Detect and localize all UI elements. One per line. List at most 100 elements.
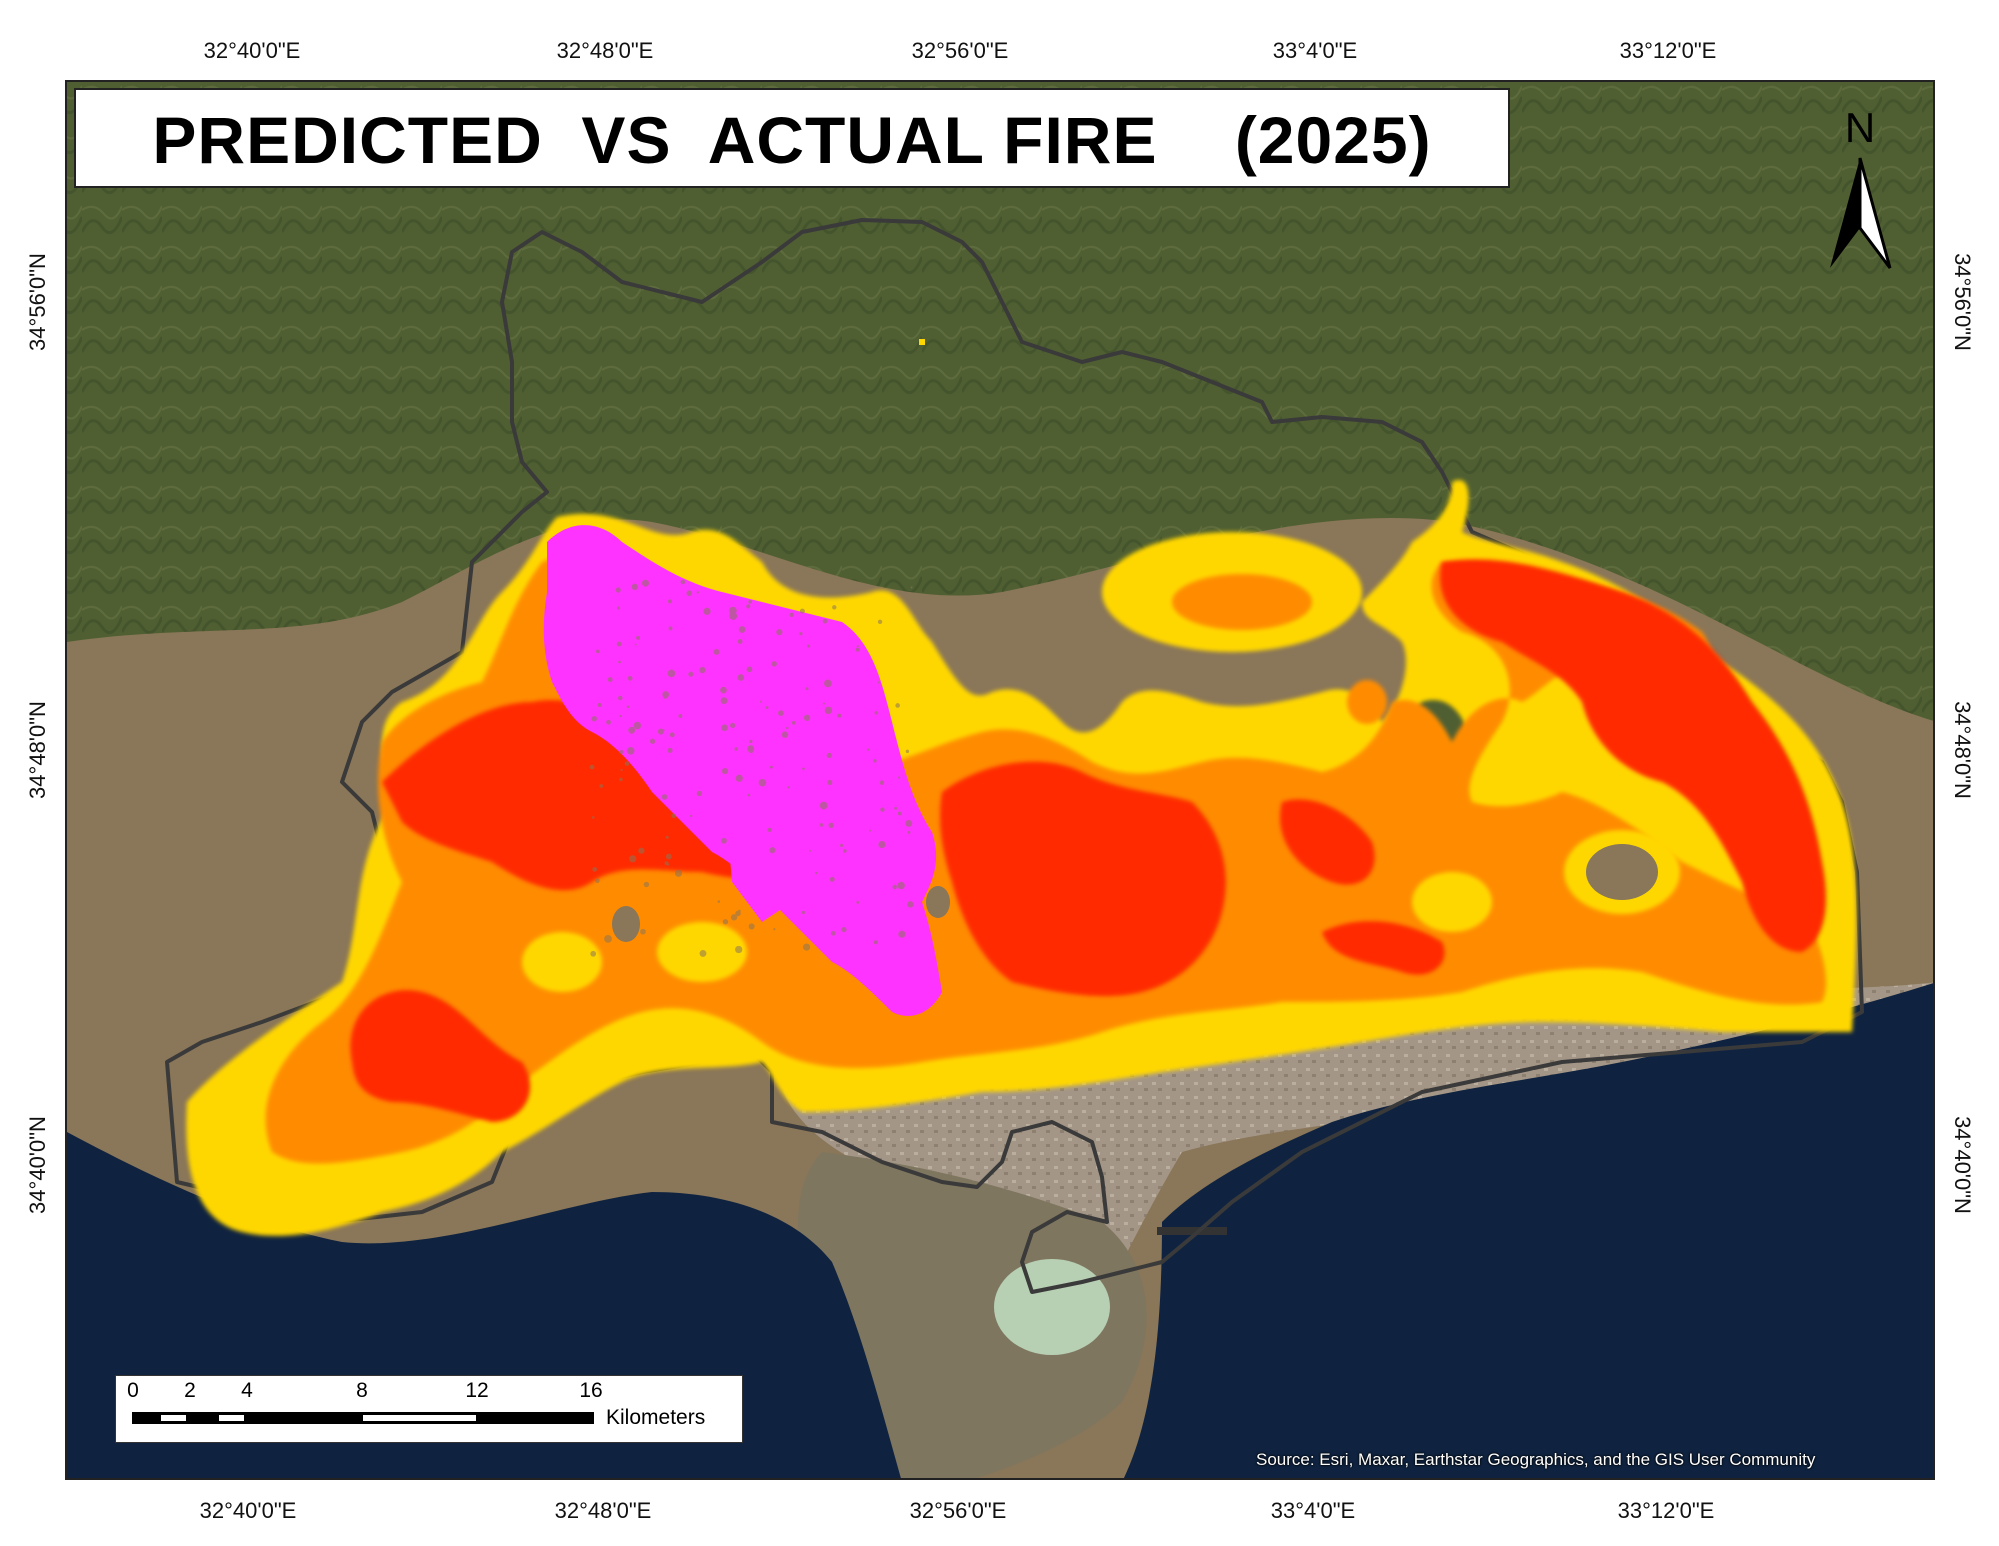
map-canvas[interactable] [67, 82, 1935, 1480]
scale-unit-label: Kilometers [606, 1406, 706, 1429]
fire-speckle-dot [592, 867, 598, 872]
fire-speckle-dot [897, 811, 902, 816]
fire-speckle-dot [787, 786, 790, 789]
fire-speckle-dot [824, 679, 832, 688]
fire-speckle-dot [667, 669, 676, 678]
lon-label-top-1: 32°40'0"E [203, 38, 301, 63]
fire-speckle-dot [717, 900, 721, 903]
actual-fire-speckle [589, 579, 914, 957]
actual-fire-perimeter [543, 525, 942, 1016]
fire-speckle-dot [720, 686, 727, 694]
fire-speckle-dot [809, 849, 812, 852]
fire-speckle-dot [618, 660, 621, 664]
lon-label-bottom-4: 33°4'0"E [1270, 1498, 1356, 1523]
fire-speckle-dot [668, 626, 673, 631]
fire-speckle-dot [617, 695, 623, 701]
fire-speckle-dot [615, 932, 620, 936]
fire-speckle-dot [877, 681, 880, 684]
fire-speckle-dot [735, 945, 743, 954]
fire-speckle-dot [619, 749, 624, 755]
fire-speckle-dot [880, 807, 885, 812]
fire-speckle-dot [894, 806, 898, 810]
fire-speckle-dot [674, 869, 683, 877]
fire-speckle-dot [856, 900, 860, 904]
fire-speckle-dot [626, 705, 630, 708]
fire-speckle-dot [867, 748, 870, 751]
fire-speckle-dot [589, 764, 595, 770]
basemap-mountain-marker [919, 339, 925, 345]
fire-speckle-dot [721, 724, 728, 732]
fire-speckle-dot [721, 767, 729, 775]
fire-speckle-dot [738, 626, 746, 633]
fire-speckle-dot [619, 714, 622, 718]
fire-speckle-dot [616, 641, 622, 647]
fire-speckle-dot [832, 605, 837, 610]
fire-speckle-dot [805, 687, 809, 691]
scale-tick-8: 8 [356, 1379, 368, 1402]
fire-speckle-dot [748, 599, 752, 604]
basemap-mountain-texture [67, 82, 1933, 721]
fire-speckle-dot [615, 587, 621, 593]
fire-speckle-dot [649, 738, 656, 744]
scale-bar-graphic [132, 1412, 594, 1424]
fire-speckle-dot [597, 702, 602, 708]
fire-speckle-dot [696, 790, 703, 797]
fire-speckle-dot [892, 884, 897, 890]
fire-speckle-dot [664, 861, 669, 866]
fire-speckle-dot [633, 721, 642, 730]
fire-speckle-dot [665, 853, 672, 860]
fire-speckle-dot [629, 855, 637, 863]
fire-speckle-dot [636, 635, 641, 640]
north-arrow-left-half [1830, 158, 1860, 268]
lat-label-left-1: 34°56'0"N [25, 253, 50, 351]
fire-speckle-dot [737, 674, 745, 681]
fire-speckle-dot [631, 583, 639, 591]
fire-speckle-dot [689, 814, 693, 818]
fire-speckle-dot [662, 729, 665, 732]
lat-label-left-2: 34°48'0"N [25, 701, 50, 799]
lat-label-right-3: 34°40'0"N [1950, 1116, 1975, 1214]
lat-label-right-2: 34°48'0"N [1950, 701, 1975, 799]
fire-speckle-dot [897, 881, 905, 890]
fire-speckle-dot [720, 837, 727, 844]
fire-speckle-dot [703, 607, 711, 615]
fire-speckle-dot [785, 726, 789, 730]
fire-speckle-dot [910, 586, 913, 589]
fire-speckle-dot [686, 590, 693, 597]
fire-speckle-dot [591, 816, 595, 819]
fire-speckle-dot [799, 632, 803, 636]
fire-speckle-dot [837, 713, 842, 718]
fire-speckle-dot [769, 847, 776, 854]
fire-speckle-dot [748, 747, 754, 754]
fire-speckle-dot [895, 703, 900, 708]
fire-speckle-dot [619, 777, 623, 782]
fire-speckle-dot [738, 909, 741, 913]
fire-speckle-dot [855, 647, 860, 652]
fire-speckle-dot [803, 714, 811, 722]
basemap-sea-east [1123, 983, 1933, 1478]
fire-speckle-dot [771, 661, 777, 667]
fire-speckle-dot [638, 847, 645, 854]
lon-label-top-4: 33°4'0"E [1272, 38, 1358, 63]
fire-speckle-dot [641, 579, 650, 587]
fire-speckle-dot [840, 843, 844, 847]
fire-speckle-dot [678, 714, 683, 718]
lon-label-bottom-3: 32°56'0"E [909, 1498, 1007, 1523]
fire-speckle-dot [628, 726, 636, 734]
fire-speckle-dot [671, 813, 677, 819]
fire-speckle-dot [873, 759, 877, 763]
scale-tick-2: 2 [184, 1379, 196, 1402]
north-arrow: N [1820, 100, 1900, 280]
fire-speckle-dot [841, 926, 847, 933]
fire-speckle-dot [822, 702, 826, 705]
fire-speckle-dot [746, 604, 751, 609]
fire-speckle-dot [822, 618, 828, 624]
map-frame[interactable] [65, 80, 1935, 1480]
fire-speckle-dot [765, 706, 769, 710]
fire-speckle-dot [801, 910, 805, 915]
fire-speckle-dot [776, 628, 783, 636]
lat-label-left-3: 34°40'0"N [25, 1116, 50, 1214]
fire-speckle-dot [728, 606, 737, 615]
fire-speckle-dot [767, 827, 772, 833]
fire-speckle-dot [843, 849, 847, 853]
